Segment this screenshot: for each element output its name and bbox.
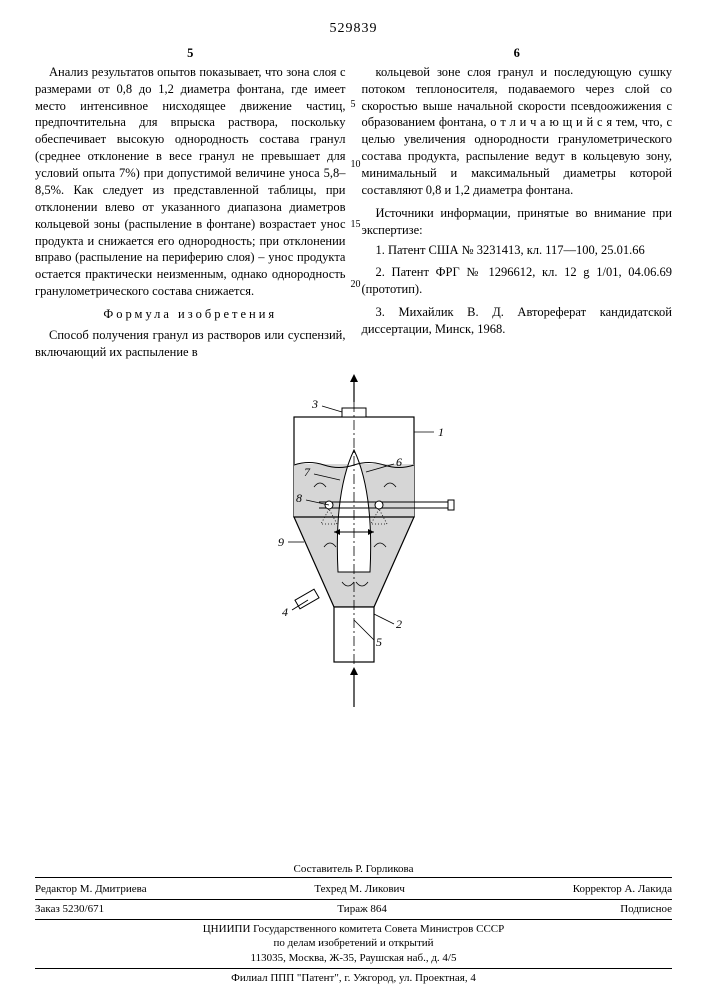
right-p1: кольцевой зоне слоя гранул и последующую… [362, 64, 673, 199]
sources-title: Источники информации, принятые во вниман… [362, 205, 673, 239]
branch-line: Филиал ППП "Патент", г. Ужгород, ул. Про… [35, 971, 672, 986]
col-num-left: 5 [35, 45, 346, 62]
label-7: 7 [304, 465, 311, 479]
label-4: 4 [282, 605, 288, 619]
techred: Техред М. Ликович [314, 882, 405, 897]
subscription: Подписное [620, 902, 672, 917]
label-8: 8 [296, 491, 302, 505]
org-address: 113035, Москва, Ж-35, Раушская наб., д. … [35, 951, 672, 966]
org-line-2: по делам изобретений и открытий [35, 936, 672, 951]
label-6: 6 [396, 455, 402, 469]
gutter-20: 20 [351, 278, 361, 292]
right-column: 6 кольцевой зоне слоя гранул и последующ… [362, 45, 673, 364]
ref-1: 1. Патент США № 3231413, кл. 117––100, 2… [362, 242, 673, 259]
patent-number: 529839 [35, 20, 672, 39]
gutter-5: 5 [351, 98, 356, 112]
left-column: 5 Анализ результатов опытов показывает, … [35, 45, 346, 364]
label-5: 5 [376, 635, 382, 649]
diagram-container: 1 2 3 4 5 6 7 8 9 [35, 372, 672, 712]
ref-2: 2. Патент ФРГ № 1296612, кл. 12 g 1/01, … [362, 264, 673, 298]
apparatus-diagram: 1 2 3 4 5 6 7 8 9 [234, 372, 474, 712]
imprint-footer: Составитель Р. Горликова Редактор М. Дми… [35, 862, 672, 986]
label-1: 1 [438, 425, 444, 439]
left-p2: Способ получения гранул из растворов или… [35, 327, 346, 361]
ref-3: 3. Михайлик В. Д. Автореферат кандидатск… [362, 304, 673, 338]
corrector: Корректор А. Лакида [573, 882, 672, 897]
circulation: Тираж 864 [337, 902, 387, 917]
label-2: 2 [396, 617, 402, 631]
order-number: Заказ 5230/671 [35, 902, 104, 917]
label-9: 9 [278, 535, 284, 549]
compiler: Составитель Р. Горликова [35, 862, 672, 877]
text-columns: 5 Анализ результатов опытов показывает, … [35, 45, 672, 364]
references: 1. Патент США № 3231413, кл. 117––100, 2… [362, 242, 673, 338]
label-3: 3 [311, 397, 318, 411]
gutter-10: 10 [351, 158, 361, 172]
org-line-1: ЦНИИПИ Государственного комитета Совета … [35, 922, 672, 937]
col-num-right: 6 [362, 45, 673, 62]
left-p1: Анализ результатов опытов показывает, чт… [35, 64, 346, 300]
page: 529839 5 Анализ результатов опытов показ… [0, 0, 707, 1000]
editor: Редактор М. Дмитриева [35, 882, 147, 897]
formula-title: Формула изобретения [35, 306, 346, 323]
gutter-15: 15 [351, 218, 361, 232]
